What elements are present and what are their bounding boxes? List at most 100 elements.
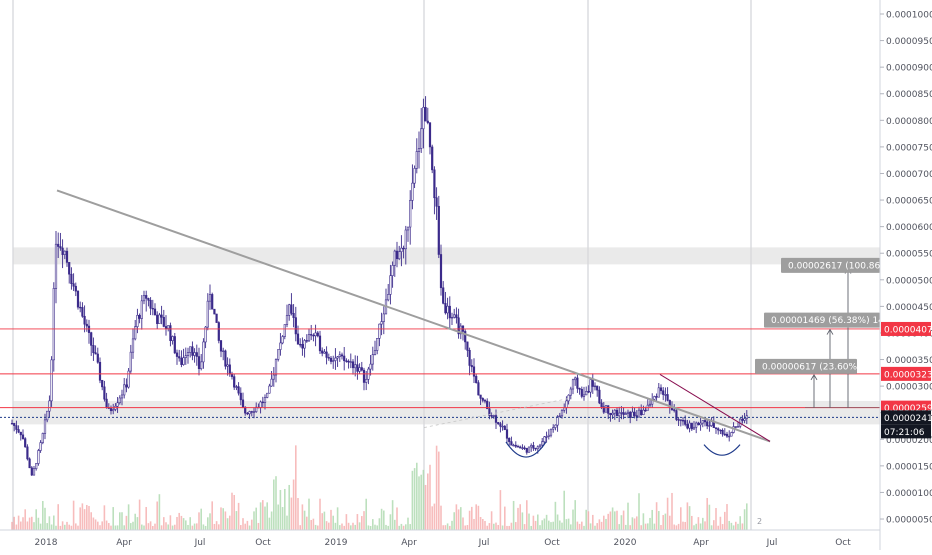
volume-bar xyxy=(356,514,359,530)
volume-bar xyxy=(396,507,398,530)
candle-body xyxy=(477,382,480,396)
volume-bar xyxy=(286,515,288,530)
volume-bar xyxy=(248,525,251,530)
candle-body xyxy=(305,340,308,342)
candle-body xyxy=(492,415,495,417)
volume-bar xyxy=(303,510,306,530)
candle-body xyxy=(692,426,696,430)
volume-bar xyxy=(264,506,266,530)
volume-bar xyxy=(169,515,172,530)
time-tick-label: Oct xyxy=(835,538,851,548)
candle-body xyxy=(19,431,22,436)
candle-body xyxy=(13,423,16,426)
volume-bar xyxy=(314,524,317,530)
candle-body xyxy=(387,294,390,301)
volume-bar xyxy=(550,522,552,530)
time-tick-label: 2020 xyxy=(614,538,637,548)
volume-bar xyxy=(182,518,185,530)
candle-body xyxy=(719,429,722,432)
volume-bar xyxy=(114,525,117,530)
candle-body xyxy=(332,360,335,362)
volume-bar xyxy=(578,523,581,530)
candle-body xyxy=(246,412,249,415)
candle-body xyxy=(48,400,51,412)
volume-bar xyxy=(605,518,607,530)
candle-body xyxy=(334,357,337,361)
candle-body xyxy=(129,351,132,372)
candle-body xyxy=(516,446,520,448)
candle-body xyxy=(428,122,432,148)
volume-bar xyxy=(174,524,176,530)
volume-bar xyxy=(39,523,42,530)
candle-body xyxy=(175,352,179,357)
volume-bar xyxy=(625,524,627,530)
volume-bar xyxy=(464,525,466,530)
volume-bar xyxy=(440,505,442,530)
volume-bar xyxy=(499,490,502,530)
candle-body xyxy=(448,305,451,319)
volume-bar xyxy=(475,504,477,530)
volume-bar xyxy=(660,524,662,530)
candle-body xyxy=(285,315,289,325)
candle-body xyxy=(567,394,570,402)
volume-bar xyxy=(224,511,227,530)
volume-bar xyxy=(11,521,13,530)
volume-bar xyxy=(17,515,20,530)
volume-bar xyxy=(160,525,163,530)
candle-body xyxy=(532,445,535,449)
volume-bar xyxy=(730,522,733,530)
candle-body xyxy=(125,384,128,388)
volume-bar xyxy=(374,524,376,530)
volume-bar xyxy=(288,484,290,530)
pane-index-label: 2 xyxy=(757,517,762,526)
volume-bar xyxy=(673,524,675,530)
volume-bar xyxy=(244,523,246,530)
candle-body xyxy=(63,250,66,255)
candle-body xyxy=(343,355,346,362)
volume-bar xyxy=(189,517,191,530)
volume-bar xyxy=(178,512,180,530)
candle-body xyxy=(578,388,581,390)
candle-body xyxy=(483,400,487,402)
volume-bar xyxy=(26,521,29,530)
time-tick-label: Apr xyxy=(401,538,417,548)
volume-bar xyxy=(185,520,187,530)
candle-body xyxy=(26,446,29,460)
volume-bar xyxy=(651,509,653,530)
candle-body xyxy=(655,396,658,398)
candle-body xyxy=(241,399,245,408)
volume-bar xyxy=(20,521,22,530)
candle-body xyxy=(598,389,601,404)
candle-body xyxy=(338,354,341,357)
volume-bar xyxy=(90,512,92,530)
candle-body xyxy=(145,295,148,299)
candle-body xyxy=(708,425,711,427)
volume-bar xyxy=(541,520,543,530)
candle-body xyxy=(182,357,185,365)
volume-bar xyxy=(561,522,563,530)
candle-body xyxy=(217,322,220,341)
volume-bar xyxy=(81,503,84,530)
volume-bar xyxy=(277,504,279,530)
candle-body xyxy=(360,367,363,371)
volume-bar xyxy=(295,445,297,530)
volume-bar xyxy=(94,519,97,530)
volume-bar xyxy=(693,525,695,530)
volume-bar xyxy=(209,513,211,530)
volume-bar xyxy=(72,500,75,530)
volume-bar xyxy=(15,524,18,530)
candle-body xyxy=(233,376,236,388)
candle-body xyxy=(173,336,176,354)
price-tag-box xyxy=(881,366,931,381)
candle-body xyxy=(318,335,322,352)
candle-body xyxy=(362,369,366,383)
volume-bar xyxy=(658,511,660,530)
candle-body xyxy=(490,415,493,417)
candle-body xyxy=(725,433,729,437)
volume-bar xyxy=(246,520,249,530)
candle-body xyxy=(371,354,374,365)
volume-bar xyxy=(572,509,574,530)
